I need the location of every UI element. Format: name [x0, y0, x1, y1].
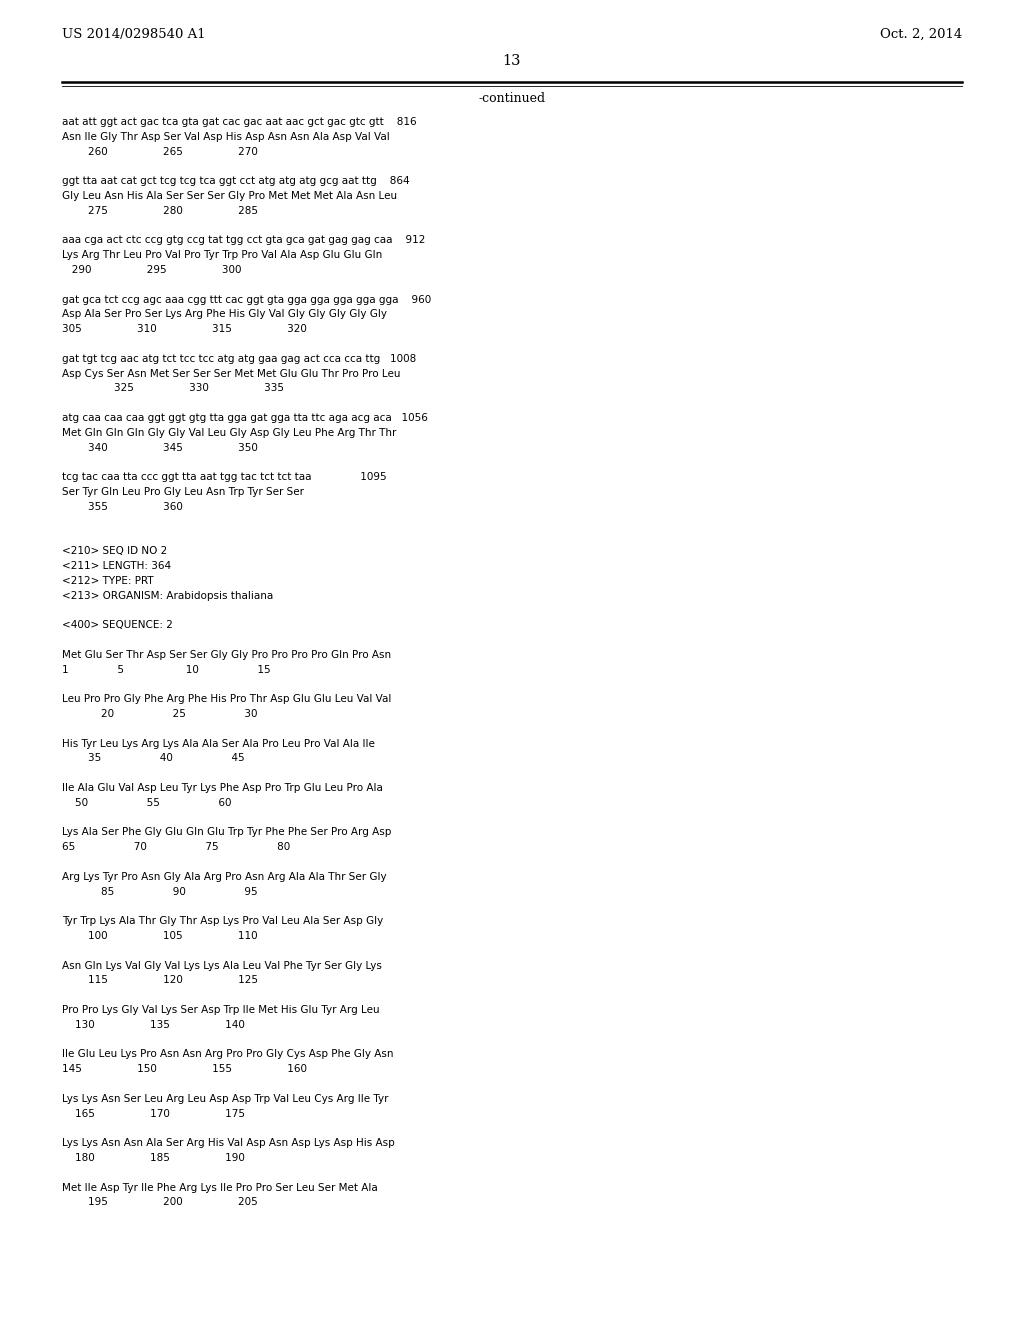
Text: 340                 345                 350: 340 345 350 — [62, 442, 258, 453]
Text: 130                 135                 140: 130 135 140 — [62, 1020, 245, 1030]
Text: 355                 360: 355 360 — [62, 502, 183, 512]
Text: 100                 105                 110: 100 105 110 — [62, 931, 258, 941]
Text: ggt tta aat cat gct tcg tcg tca ggt cct atg atg atg gcg aat ttg    864: ggt tta aat cat gct tcg tcg tca ggt cct … — [62, 176, 410, 186]
Text: gat tgt tcg aac atg tct tcc tcc atg atg gaa gag act cca cca ttg   1008: gat tgt tcg aac atg tct tcc tcc atg atg … — [62, 354, 416, 364]
Text: 85                  90                  95: 85 90 95 — [62, 887, 258, 896]
Text: aaa cga act ctc ccg gtg ccg tat tgg cct gta gca gat gag gag caa    912: aaa cga act ctc ccg gtg ccg tat tgg cct … — [62, 235, 425, 246]
Text: 325                 330                 335: 325 330 335 — [62, 383, 284, 393]
Text: Asp Ala Ser Pro Ser Lys Arg Phe His Gly Val Gly Gly Gly Gly Gly: Asp Ala Ser Pro Ser Lys Arg Phe His Gly … — [62, 309, 387, 319]
Text: Ile Ala Glu Val Asp Leu Tyr Lys Phe Asp Pro Trp Glu Leu Pro Ala: Ile Ala Glu Val Asp Leu Tyr Lys Phe Asp … — [62, 783, 383, 793]
Text: Arg Lys Tyr Pro Asn Gly Ala Arg Pro Asn Arg Ala Ala Thr Ser Gly: Arg Lys Tyr Pro Asn Gly Ala Arg Pro Asn … — [62, 871, 387, 882]
Text: <211> LENGTH: 364: <211> LENGTH: 364 — [62, 561, 171, 572]
Text: 195                 200                 205: 195 200 205 — [62, 1197, 258, 1208]
Text: 275                 280                 285: 275 280 285 — [62, 206, 258, 215]
Text: 13: 13 — [503, 54, 521, 69]
Text: His Tyr Leu Lys Arg Lys Ala Ala Ser Ala Pro Leu Pro Val Ala Ile: His Tyr Leu Lys Arg Lys Ala Ala Ser Ala … — [62, 739, 375, 748]
Text: Met Gln Gln Gln Gly Gly Val Leu Gly Asp Gly Leu Phe Arg Thr Thr: Met Gln Gln Gln Gly Gly Val Leu Gly Asp … — [62, 428, 396, 438]
Text: aat att ggt act gac tca gta gat cac gac aat aac gct gac gtc gtt    816: aat att ggt act gac tca gta gat cac gac … — [62, 117, 417, 127]
Text: Lys Arg Thr Leu Pro Val Pro Tyr Trp Pro Val Ala Asp Glu Glu Gln: Lys Arg Thr Leu Pro Val Pro Tyr Trp Pro … — [62, 251, 382, 260]
Text: Ile Glu Leu Lys Pro Asn Asn Arg Pro Pro Gly Cys Asp Phe Gly Asn: Ile Glu Leu Lys Pro Asn Asn Arg Pro Pro … — [62, 1049, 393, 1060]
Text: Asn Gln Lys Val Gly Val Lys Lys Ala Leu Val Phe Tyr Ser Gly Lys: Asn Gln Lys Val Gly Val Lys Lys Ala Leu … — [62, 961, 382, 970]
Text: <213> ORGANISM: Arabidopsis thaliana: <213> ORGANISM: Arabidopsis thaliana — [62, 590, 273, 601]
Text: <400> SEQUENCE: 2: <400> SEQUENCE: 2 — [62, 620, 173, 630]
Text: Tyr Trp Lys Ala Thr Gly Thr Asp Lys Pro Val Leu Ala Ser Asp Gly: Tyr Trp Lys Ala Thr Gly Thr Asp Lys Pro … — [62, 916, 383, 927]
Text: Gly Leu Asn His Ala Ser Ser Ser Gly Pro Met Met Met Ala Asn Leu: Gly Leu Asn His Ala Ser Ser Ser Gly Pro … — [62, 191, 397, 201]
Text: Pro Pro Lys Gly Val Lys Ser Asp Trp Ile Met His Glu Tyr Arg Leu: Pro Pro Lys Gly Val Lys Ser Asp Trp Ile … — [62, 1005, 380, 1015]
Text: 35                  40                  45: 35 40 45 — [62, 754, 245, 763]
Text: Oct. 2, 2014: Oct. 2, 2014 — [880, 28, 962, 41]
Text: tcg tac caa tta ccc ggt tta aat tgg tac tct tct taa               1095: tcg tac caa tta ccc ggt tta aat tgg tac … — [62, 473, 387, 482]
Text: 115                 120                 125: 115 120 125 — [62, 975, 258, 986]
Text: 65                  70                  75                  80: 65 70 75 80 — [62, 842, 290, 853]
Text: 20                  25                  30: 20 25 30 — [62, 709, 257, 719]
Text: Asp Cys Ser Asn Met Ser Ser Ser Met Met Glu Glu Thr Pro Pro Leu: Asp Cys Ser Asn Met Ser Ser Ser Met Met … — [62, 368, 400, 379]
Text: 180                 185                 190: 180 185 190 — [62, 1152, 245, 1163]
Text: -continued: -continued — [478, 92, 546, 106]
Text: atg caa caa caa ggt ggt gtg tta gga gat gga tta ttc aga acg aca   1056: atg caa caa caa ggt ggt gtg tta gga gat … — [62, 413, 428, 422]
Text: <210> SEQ ID NO 2: <210> SEQ ID NO 2 — [62, 546, 167, 556]
Text: 1               5                   10                  15: 1 5 10 15 — [62, 664, 270, 675]
Text: 50                  55                  60: 50 55 60 — [62, 797, 231, 808]
Text: 145                 150                 155                 160: 145 150 155 160 — [62, 1064, 307, 1074]
Text: Lys Lys Asn Asn Ala Ser Arg His Val Asp Asn Asp Lys Asp His Asp: Lys Lys Asn Asn Ala Ser Arg His Val Asp … — [62, 1138, 394, 1148]
Text: 165                 170                 175: 165 170 175 — [62, 1109, 245, 1118]
Text: gat gca tct ccg agc aaa cgg ttt cac ggt gta gga gga gga gga gga    960: gat gca tct ccg agc aaa cgg ttt cac ggt … — [62, 294, 431, 305]
Text: Met Glu Ser Thr Asp Ser Ser Gly Gly Pro Pro Pro Pro Gln Pro Asn: Met Glu Ser Thr Asp Ser Ser Gly Gly Pro … — [62, 649, 391, 660]
Text: 305                 310                 315                 320: 305 310 315 320 — [62, 325, 307, 334]
Text: 290                 295                 300: 290 295 300 — [62, 265, 242, 275]
Text: Asn Ile Gly Thr Asp Ser Val Asp His Asp Asn Asn Ala Asp Val Val: Asn Ile Gly Thr Asp Ser Val Asp His Asp … — [62, 132, 390, 141]
Text: 260                 265                 270: 260 265 270 — [62, 147, 258, 157]
Text: <212> TYPE: PRT: <212> TYPE: PRT — [62, 576, 154, 586]
Text: Leu Pro Pro Gly Phe Arg Phe His Pro Thr Asp Glu Glu Leu Val Val: Leu Pro Pro Gly Phe Arg Phe His Pro Thr … — [62, 694, 391, 704]
Text: Lys Lys Asn Ser Leu Arg Leu Asp Asp Trp Val Leu Cys Arg Ile Tyr: Lys Lys Asn Ser Leu Arg Leu Asp Asp Trp … — [62, 1094, 388, 1104]
Text: Met Ile Asp Tyr Ile Phe Arg Lys Ile Pro Pro Ser Leu Ser Met Ala: Met Ile Asp Tyr Ile Phe Arg Lys Ile Pro … — [62, 1183, 378, 1192]
Text: Ser Tyr Gln Leu Pro Gly Leu Asn Trp Tyr Ser Ser: Ser Tyr Gln Leu Pro Gly Leu Asn Trp Tyr … — [62, 487, 304, 498]
Text: Lys Ala Ser Phe Gly Glu Gln Glu Trp Tyr Phe Phe Ser Pro Arg Asp: Lys Ala Ser Phe Gly Glu Gln Glu Trp Tyr … — [62, 828, 391, 837]
Text: US 2014/0298540 A1: US 2014/0298540 A1 — [62, 28, 206, 41]
